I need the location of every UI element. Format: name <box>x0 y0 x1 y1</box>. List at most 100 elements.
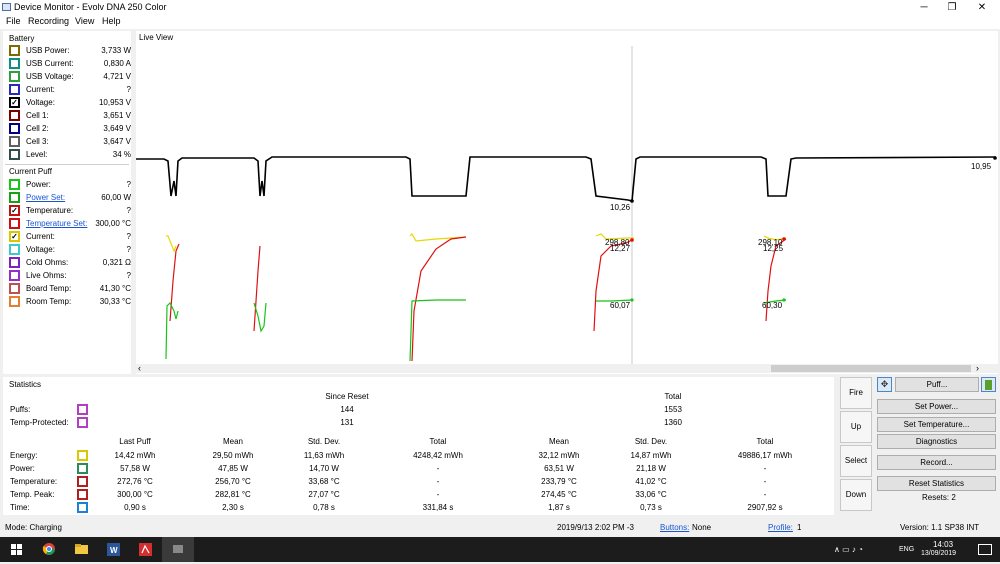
series-checkbox[interactable] <box>9 45 20 56</box>
current-trace-1 <box>166 235 177 253</box>
up-button[interactable]: Up <box>840 411 872 443</box>
stat-row-checkbox[interactable] <box>77 502 88 513</box>
row-label: Room Temp: <box>26 297 72 306</box>
menu-view[interactable]: View <box>75 16 95 26</box>
battery-icon[interactable] <box>981 377 996 392</box>
series-checkbox[interactable] <box>9 257 20 268</box>
select-button[interactable]: Select <box>840 445 872 477</box>
series-checkbox[interactable] <box>9 283 20 294</box>
series-checkbox[interactable] <box>9 71 20 82</box>
horizontal-scrollbar[interactable]: ‹ › <box>136 363 998 373</box>
voltage-trace <box>136 156 997 203</box>
svg-text:W: W <box>110 546 118 555</box>
row-label: USB Voltage: <box>26 72 74 81</box>
word-icon[interactable]: W <box>98 537 130 562</box>
windows-start-icon[interactable] <box>0 537 32 562</box>
series-checkbox[interactable] <box>9 270 20 281</box>
row-label: USB Current: <box>26 59 74 68</box>
row-label: Live Ohms: <box>26 271 67 280</box>
stat-cell: - <box>763 464 767 473</box>
row-label: Cold Ohms: <box>26 258 69 267</box>
taskbar-time[interactable]: 14:03 <box>933 540 954 549</box>
current-trace-3 <box>595 233 634 240</box>
profile-value: 1 <box>797 523 802 532</box>
window-title: Device Monitor - Evolv DNA 250 Color <box>14 2 167 12</box>
statistics-header: Statistics <box>9 380 42 389</box>
row-label: Temperature: <box>26 206 74 215</box>
buttons-link[interactable]: Buttons: <box>660 523 690 532</box>
stat-column-header: Total <box>429 437 447 446</box>
temperature-trace-1 <box>169 243 180 322</box>
series-checkbox[interactable]: ✓ <box>9 231 20 242</box>
row-label: Board Temp: <box>26 284 72 293</box>
stat-row-checkbox[interactable] <box>77 476 88 487</box>
notification-icon[interactable] <box>978 544 992 555</box>
count-checkbox[interactable] <box>77 417 88 428</box>
set-power-button[interactable]: Set Power... <box>877 399 996 414</box>
row-label[interactable]: Power Set: <box>26 193 66 202</box>
since-reset-value: 144 <box>340 405 354 414</box>
profile-link[interactable]: Profile: <box>768 523 793 532</box>
stat-row-label: Temperature: <box>10 477 58 486</box>
series-checkbox[interactable]: ✓ <box>9 205 20 216</box>
close-button[interactable]: ✕ <box>977 2 987 13</box>
scroll-right-icon[interactable]: › <box>976 363 979 373</box>
down-button[interactable]: Down <box>840 479 872 511</box>
scrollbar-thumb[interactable] <box>771 365 971 372</box>
series-checkbox[interactable] <box>9 84 20 95</box>
current-puff-row: Temperature Set: 300,00 °C <box>9 217 131 230</box>
stat-cell: 0,90 s <box>124 503 146 512</box>
language-indicator[interactable]: ENG <box>899 546 915 553</box>
diagnostics-button[interactable]: Diagnostics <box>877 434 996 449</box>
fire-button[interactable]: Fire <box>840 377 872 409</box>
count-checkbox[interactable] <box>77 404 88 415</box>
series-checkbox[interactable] <box>9 296 20 307</box>
chrome-icon[interactable] <box>34 537 66 562</box>
stat-row-checkbox[interactable] <box>77 489 88 500</box>
row-label[interactable]: Temperature Set: <box>26 219 88 228</box>
power-trace-4 <box>596 299 633 302</box>
record-button[interactable]: Record... <box>877 455 996 470</box>
row-value: ? <box>126 180 131 189</box>
row-label: Cell 1: <box>26 111 49 120</box>
series-checkbox[interactable] <box>9 149 20 160</box>
stat-row-checkbox[interactable] <box>77 463 88 474</box>
series-checkbox[interactable]: ✓ <box>9 97 20 108</box>
minimize-button[interactable]: ─ <box>920 2 928 13</box>
series-checkbox[interactable] <box>9 110 20 121</box>
puff-button[interactable]: Puff... <box>895 377 979 392</box>
row-label: Current: <box>26 232 55 241</box>
stat-cell: 282,81 °C <box>215 490 251 499</box>
restore-button[interactable]: ❐ <box>947 2 957 13</box>
stat-cell: 33,68 °C <box>308 477 340 486</box>
series-checkbox[interactable] <box>9 179 20 190</box>
series-checkbox[interactable] <box>9 244 20 255</box>
cursor-tool-icon[interactable]: ✥ <box>877 377 892 392</box>
stat-cell: 256,70 °C <box>215 477 251 486</box>
power-label-1: 60,07 <box>610 301 631 310</box>
file-explorer-icon[interactable] <box>66 537 98 562</box>
system-tray-icons[interactable]: ∧ ▭ ♪ ◔ <box>834 545 863 554</box>
set-temperature-button[interactable]: Set Temperature... <box>877 417 996 432</box>
menu-help[interactable]: Help <box>102 16 121 26</box>
taskbar-date[interactable]: 13/09/2019 <box>921 550 957 557</box>
device-monitor-taskbar-icon[interactable] <box>162 537 194 562</box>
row-label: USB Power: <box>26 46 70 55</box>
scroll-left-icon[interactable]: ‹ <box>138 363 141 373</box>
series-checkbox[interactable] <box>9 218 20 229</box>
divider <box>5 164 129 165</box>
menu-file[interactable]: File <box>6 16 21 26</box>
row-value: ? <box>126 271 131 280</box>
series-checkbox[interactable] <box>9 192 20 203</box>
stat-row-checkbox[interactable] <box>77 450 88 461</box>
reset-statistics-button[interactable]: Reset Statistics <box>877 476 996 491</box>
stat-column-header: Std. Dev. <box>634 437 668 446</box>
buttons-value: None <box>692 523 712 532</box>
temperature-label-2: 298,10 <box>758 238 783 247</box>
acrobat-icon[interactable] <box>130 537 162 562</box>
menu-recording[interactable]: Recording <box>28 16 70 26</box>
series-checkbox[interactable] <box>9 123 20 134</box>
row-label: Power: <box>26 180 51 189</box>
series-checkbox[interactable] <box>9 58 20 69</box>
series-checkbox[interactable] <box>9 136 20 147</box>
